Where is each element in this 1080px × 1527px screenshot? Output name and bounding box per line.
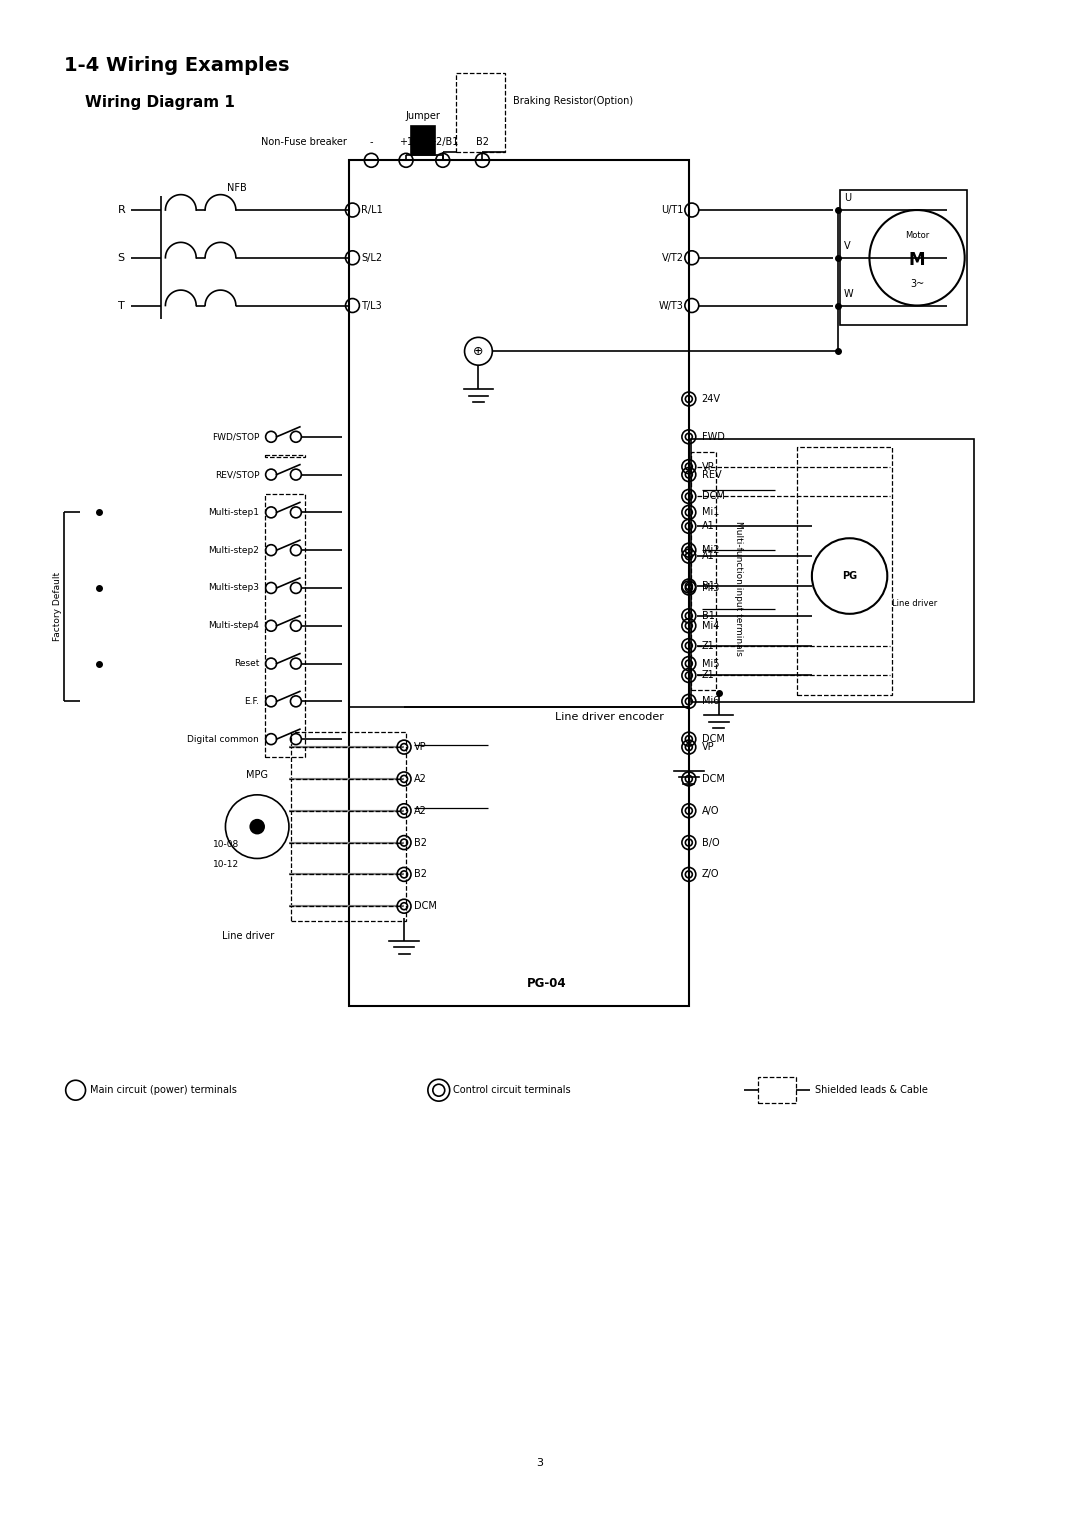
Text: Reset: Reset [233,660,259,667]
Text: V: V [843,241,850,250]
Text: Multi-step2: Multi-step2 [208,545,259,554]
Text: Mi5: Mi5 [702,658,719,669]
Text: FWD: FWD [702,432,725,441]
Text: A1: A1 [702,521,715,531]
Bar [456,73,505,153]
Text: MPG: MPG [246,770,268,780]
Text: Mi6: Mi6 [702,696,719,707]
Text: Motor: Motor [905,232,929,240]
Bar [265,495,305,757]
Text: T/L3: T/L3 [362,301,382,310]
Text: DCM: DCM [414,901,436,912]
Text: PG: PG [842,571,858,582]
Text: Factory Default: Factory Default [53,573,63,641]
Text: 10-08: 10-08 [213,840,239,849]
Text: B1: B1 [702,611,715,621]
Text: DCM: DCM [702,492,725,501]
Text: Line driver: Line driver [892,600,937,608]
Text: S/L2: S/L2 [362,253,382,263]
Text: DCM: DCM [702,734,725,744]
Bar [291,731,406,921]
Text: Multi-step4: Multi-step4 [208,621,259,631]
Text: A/O: A/O [702,806,719,815]
Text: Multi-step3: Multi-step3 [208,583,259,592]
Bar [691,452,716,690]
Text: +2/B1: +2/B1 [428,137,458,148]
Text: -: - [369,137,373,148]
Text: Jumper: Jumper [405,110,441,121]
Text: PG-04: PG-04 [527,977,566,991]
Text: Multi-function input terminals: Multi-function input terminals [734,521,743,655]
Text: V/T2: V/T2 [662,253,684,263]
Bar [350,160,689,1006]
Text: Z/O: Z/O [702,869,719,880]
Text: M: M [908,250,926,269]
Text: Shielded leads & Cable: Shielded leads & Cable [815,1086,928,1095]
Text: Mi2: Mi2 [702,545,719,556]
Text: 3: 3 [537,1458,543,1467]
Text: Wiring Diagram 1: Wiring Diagram 1 [64,95,234,110]
Bar [691,438,974,702]
Text: Line driver encoder: Line driver encoder [555,712,664,722]
Text: B/O: B/O [702,838,719,847]
Text: +1: +1 [399,137,414,148]
Text: REV/STOP: REV/STOP [215,470,259,479]
Text: B2: B2 [414,869,427,880]
Text: 3~: 3~ [910,278,924,289]
Text: U/T1: U/T1 [662,205,684,215]
Text: Braking Resistor(Option): Braking Resistor(Option) [513,96,633,105]
Text: W: W [843,289,853,299]
Text: 10-12: 10-12 [213,860,239,869]
Text: Multi-step1: Multi-step1 [208,508,259,516]
Text: VP: VP [414,742,427,753]
Text: A2: A2 [414,806,427,815]
Text: Mi4: Mi4 [702,621,719,631]
Text: Line driver: Line driver [222,931,274,941]
Text: S: S [118,253,125,263]
Text: NFB: NFB [228,183,247,192]
Text: ⊕: ⊕ [473,345,484,357]
Text: DCM: DCM [702,774,725,783]
Text: VP: VP [702,742,714,753]
Circle shape [251,820,265,834]
Bar [797,447,892,695]
Bar [758,1077,796,1102]
Text: W/T3: W/T3 [659,301,684,310]
Text: Main circuit (power) terminals: Main circuit (power) terminals [90,1086,237,1095]
Text: Z1: Z1 [702,670,715,681]
Text: VP: VP [702,461,714,472]
Text: Control circuit terminals: Control circuit terminals [453,1086,570,1095]
Text: Mi1: Mi1 [702,507,719,518]
Text: B2: B2 [414,838,427,847]
Text: B1: B1 [702,580,715,591]
Text: 24V: 24V [702,394,720,405]
Text: Non-Fuse breaker: Non-Fuse breaker [260,137,347,148]
Bar [265,455,305,457]
Text: R/L1: R/L1 [362,205,383,215]
Text: R: R [118,205,125,215]
Text: 1-4 Wiring Examples: 1-4 Wiring Examples [64,56,289,75]
Text: T: T [118,301,124,310]
Text: Digital common: Digital common [188,734,259,744]
Text: FWD/STOP: FWD/STOP [212,432,259,441]
Text: Mi3: Mi3 [702,583,719,592]
Text: U: U [843,192,851,203]
Text: A1: A1 [702,551,715,560]
Text: Z1: Z1 [702,641,715,651]
Bar [411,125,435,156]
Text: A2: A2 [414,774,427,783]
Text: B2: B2 [476,137,489,148]
Text: E.F.: E.F. [244,696,259,705]
Text: REV: REV [702,470,721,479]
Bar [839,191,967,325]
